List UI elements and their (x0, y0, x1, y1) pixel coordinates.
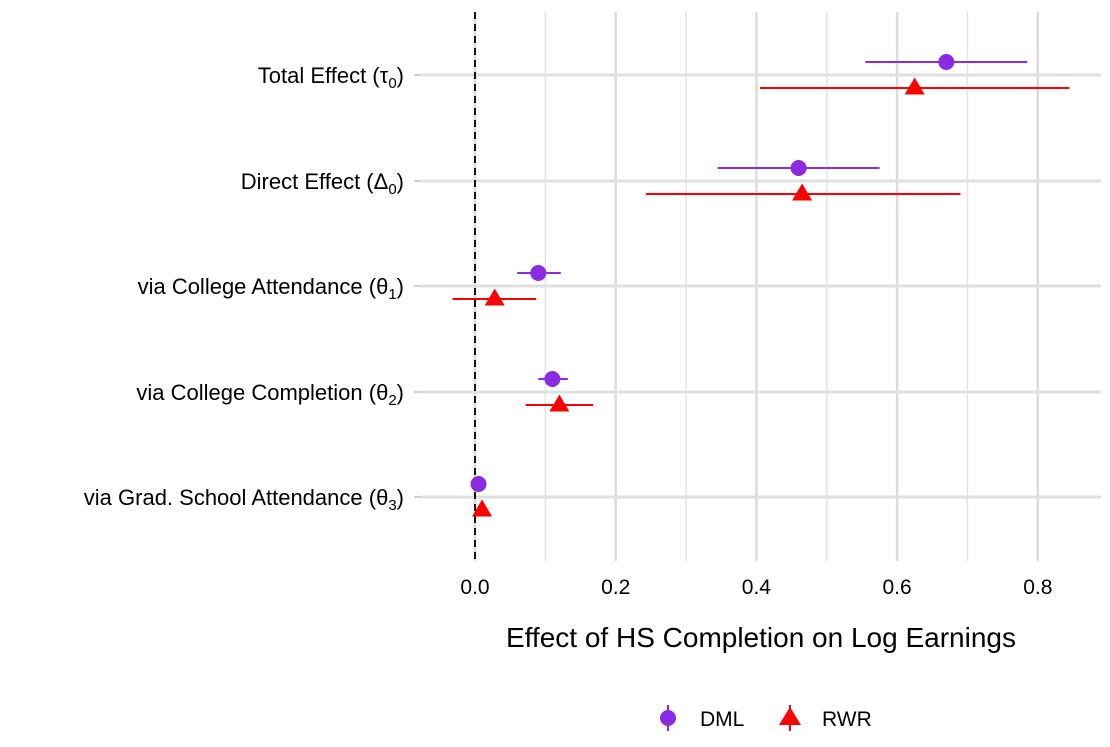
x-tick-label: 0.0 (460, 576, 489, 599)
point-marker-triangle (904, 77, 925, 95)
y-label-symbol: Δ (374, 169, 389, 194)
y-label-symbol: θ (376, 485, 388, 510)
y-label-subscript: 0 (388, 181, 396, 198)
legend-entry-dml: DML (660, 705, 744, 731)
point-marker-triangle (484, 288, 505, 306)
point-marker-circle (938, 54, 955, 70)
y-label-text: via College Completion ( (136, 380, 376, 405)
y-label-symbol: θ (376, 274, 388, 299)
y-label-close: ) (397, 169, 404, 194)
point-marker-triangle (472, 499, 493, 517)
legend-triangle-icon (779, 707, 801, 725)
legend-circle-icon (660, 710, 676, 726)
y-label-close: ) (397, 274, 404, 299)
legend: DML RWR (660, 705, 872, 731)
data-marks (452, 54, 1070, 517)
y-label-subscript: 2 (388, 392, 396, 409)
legend-label: DML (700, 708, 744, 731)
x-axis-title: Effect of HS Completion on Log Earnings (506, 622, 1016, 653)
y-label-text: via College Attendance ( (138, 274, 377, 299)
y-axis-ticks (414, 74, 421, 498)
x-tick-label: 0.2 (601, 576, 630, 599)
point-marker-circle (470, 476, 487, 492)
y-label-subscript: 0 (388, 75, 396, 92)
y-label-text: via Grad. School Attendance ( (84, 485, 377, 510)
y-label-symbol: θ (376, 380, 388, 405)
point-marker-circle (544, 371, 561, 387)
legend-label: RWR (822, 708, 872, 731)
y-axis-label: Direct Effect (Δ0) (241, 169, 404, 198)
y-label-close: ) (397, 63, 404, 88)
y-axis-label: via College Completion (θ2) (136, 380, 404, 409)
point-marker-triangle (792, 183, 813, 201)
y-label-text: Direct Effect ( (241, 169, 375, 194)
y-axis-label: Total Effect (τ0) (258, 63, 404, 92)
x-axis-labels: 0.0 0.2 0.4 0.6 0.8 (460, 576, 1052, 599)
x-tick-label: 0.8 (1023, 576, 1052, 599)
y-axis-label: via Grad. School Attendance (θ3) (84, 485, 404, 514)
x-tick-label: 0.4 (742, 576, 772, 599)
series-rwr (452, 77, 1070, 517)
y-label-close: ) (397, 380, 404, 405)
y-label-subscript: 1 (388, 286, 396, 303)
y-axis-labels: Total Effect (τ0)Direct Effect (Δ0)via C… (84, 63, 404, 514)
point-marker-circle (530, 265, 547, 281)
grid-major (421, 12, 1101, 561)
point-marker-triangle (549, 394, 570, 412)
y-label-close: ) (397, 485, 404, 510)
x-tick-label: 0.6 (882, 576, 911, 599)
y-label-subscript: 3 (388, 497, 396, 514)
y-label-symbol: τ (380, 63, 389, 88)
legend-entry-rwr: RWR (779, 705, 872, 731)
point-marker-circle (790, 160, 807, 176)
y-axis-label: via College Attendance (θ1) (138, 274, 404, 303)
series-dml (470, 54, 1028, 492)
y-label-text: Total Effect ( (258, 63, 381, 88)
